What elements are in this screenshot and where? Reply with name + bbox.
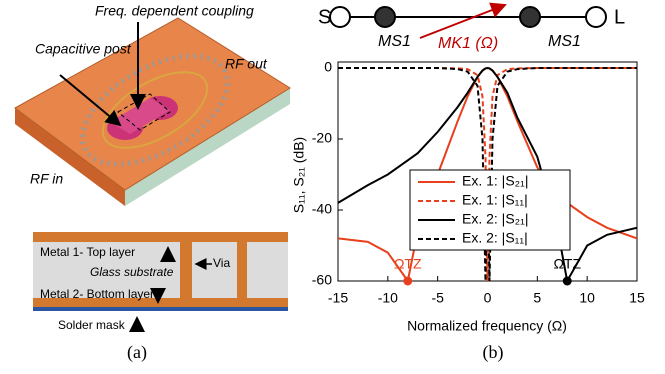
x-tick-label: 15 [629,290,645,306]
label: Capacitive post [35,41,132,57]
x-axis-title: Normalized frequency (Ω) [407,318,567,334]
legend-label: Ex. 1: |S₂₁| [462,173,528,189]
y-tick-label: -40 [312,201,332,217]
label: L [614,6,625,28]
annotation: ΩTZ [394,256,422,272]
tz-point [563,277,572,286]
x-tick-label: 5 [533,290,541,306]
label: Glass substrate [90,265,174,279]
label: Metal 1- Top layer [40,245,135,259]
label: MK1 (Ω) [438,35,498,52]
label: RF in [30,171,63,187]
legend-label: Ex. 1: |S₁₁| [462,192,528,208]
annotation: ΩTZ [553,256,581,272]
x-tick-label: -15 [328,290,348,306]
legend-label: Ex. 2: |S₁₁| [462,230,528,246]
y-tick-label: -20 [312,130,332,146]
label: Solder mask [58,318,126,332]
caption: (a) [127,342,147,363]
y-tick-label: 0 [324,59,332,75]
caption: (b) [483,342,504,363]
label: Metal 2- Bottom layer [40,287,154,301]
x-tick-label: 0 [484,290,492,306]
tz-point [403,277,412,286]
page: Freq. dependent coupling Capacitive post… [0,0,665,374]
figure: Freq. dependent coupling Capacitive post… [0,0,665,369]
y-tick-label: -60 [312,272,332,288]
x-tick-label: -5 [431,290,444,306]
label: MS1 [378,33,411,50]
label: Freq. dependent coupling [95,3,254,19]
label: Via [213,256,230,270]
x-tick-label: -10 [378,290,398,306]
label: S [318,6,331,28]
legend-label: Ex. 2: |S₂₁| [462,211,528,227]
y-axis-title: S₁₁, S₂₁ (dB) [291,137,307,213]
label: RF out [225,56,268,72]
label: MS1 [548,33,581,50]
x-tick-label: 10 [579,290,595,306]
